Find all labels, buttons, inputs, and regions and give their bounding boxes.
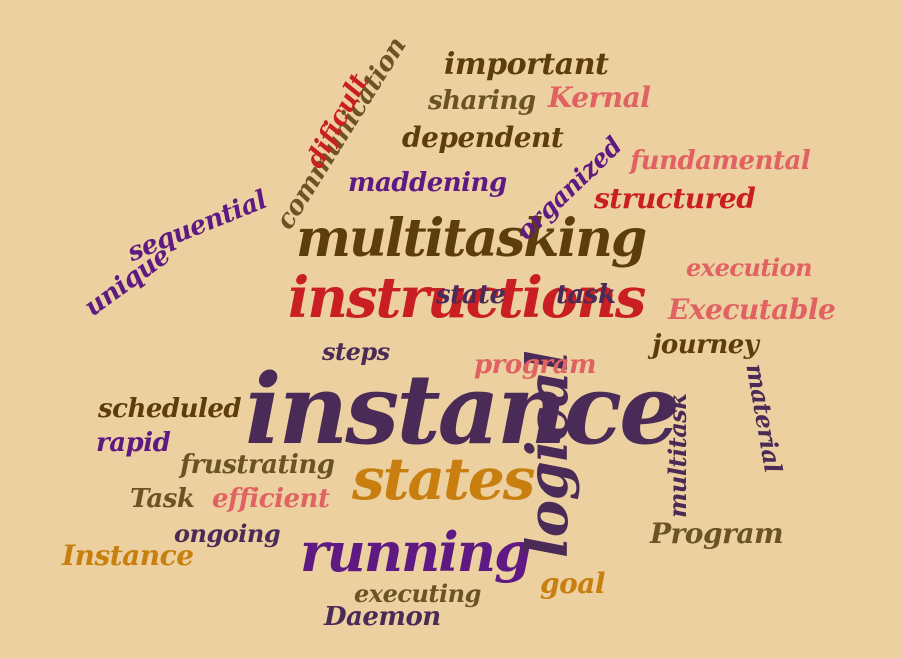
word-important: important: [444, 47, 609, 82]
word-frustrating: frustrating: [180, 450, 335, 480]
word-executing: executing: [354, 579, 481, 608]
word-instructions: instructions: [288, 265, 646, 331]
word-kernal: Kernal: [548, 81, 651, 114]
word-instance-capital: Instance: [62, 539, 194, 572]
word-task-capital: Task: [130, 484, 195, 514]
word-journey: journey: [652, 330, 759, 360]
word-states: states: [352, 445, 535, 513]
word-multitasking: multitasking: [296, 208, 647, 269]
word-material: material: [740, 361, 789, 475]
word-running: running: [300, 520, 532, 584]
word-dependent: dependent: [402, 121, 564, 154]
word-scheduled: scheduled: [98, 394, 242, 424]
word-structured: structured: [594, 182, 756, 215]
word-multitask: multitask: [663, 393, 692, 518]
word-logical: logical: [515, 350, 581, 558]
word-maddening: maddening: [348, 168, 507, 198]
word-efficient: efficient: [212, 484, 330, 514]
word-task: task: [556, 280, 616, 310]
word-state: state: [436, 280, 506, 310]
word-ongoing: ongoing: [174, 519, 281, 548]
word-goal: goal: [540, 567, 606, 600]
word-fundamental: fundamental: [630, 146, 811, 176]
word-daemon: Daemon: [324, 602, 441, 632]
word-execution: execution: [686, 253, 813, 282]
word-steps: steps: [322, 337, 390, 366]
word-sharing: sharing: [428, 86, 536, 116]
word-program: program: [474, 350, 596, 380]
word-instance: instance: [245, 353, 680, 466]
word-rapid: rapid: [96, 428, 171, 458]
word-unique: unique: [78, 240, 176, 323]
word-program-capital: Program: [650, 517, 784, 550]
word-executable: Executable: [668, 293, 836, 326]
